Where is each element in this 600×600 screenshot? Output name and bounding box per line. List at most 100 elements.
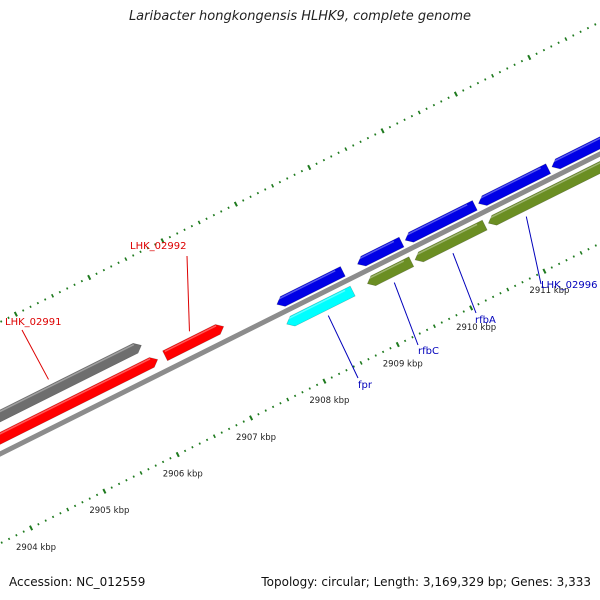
tick-mark bbox=[374, 133, 377, 136]
tick-mark bbox=[154, 243, 157, 246]
tick-mark bbox=[411, 335, 414, 339]
tick-mark bbox=[95, 493, 99, 497]
tick-mark bbox=[73, 504, 77, 508]
tick-mark bbox=[95, 272, 98, 276]
feature-label: rfbC bbox=[418, 346, 439, 357]
tick-mark bbox=[286, 177, 289, 180]
tick-mark bbox=[176, 232, 179, 235]
tick-mark bbox=[425, 328, 429, 332]
tick-mark bbox=[506, 287, 510, 292]
tick-mark bbox=[125, 478, 128, 482]
tick-mark bbox=[160, 238, 165, 244]
tick-mark bbox=[366, 136, 370, 140]
tick-mark bbox=[242, 199, 245, 202]
tick-mark bbox=[528, 277, 531, 280]
tick-mark bbox=[396, 122, 399, 125]
tick-mark bbox=[88, 497, 91, 500]
tick-mark bbox=[499, 291, 502, 295]
tick-label: 2906 kbp bbox=[163, 469, 203, 479]
tick-mark bbox=[520, 59, 524, 63]
tick-mark bbox=[249, 415, 254, 421]
tick-mark bbox=[110, 486, 113, 489]
tick-mark bbox=[301, 390, 304, 394]
tick-mark bbox=[233, 201, 238, 207]
tick-mark bbox=[81, 500, 84, 504]
tick-mark bbox=[227, 427, 231, 431]
tick-mark bbox=[455, 313, 458, 317]
tick-mark bbox=[36, 301, 40, 305]
tick-mark bbox=[102, 488, 107, 494]
tick-mark bbox=[66, 287, 69, 290]
tick-mark bbox=[352, 144, 355, 147]
tick-mark bbox=[389, 346, 392, 350]
tick-mark bbox=[13, 311, 18, 317]
tick-mark bbox=[579, 250, 583, 255]
leader-line bbox=[21, 329, 49, 380]
tick-mark bbox=[132, 475, 135, 478]
tick-label: 2910 kbp bbox=[456, 323, 496, 333]
leader-line bbox=[393, 282, 419, 346]
tick-mark bbox=[542, 48, 546, 52]
tick-mark bbox=[381, 350, 385, 354]
feature-label: LHK_02992 bbox=[130, 241, 186, 252]
features-layer bbox=[0, 136, 600, 445]
tick-mark bbox=[117, 482, 121, 486]
tick-mark bbox=[205, 438, 209, 442]
feature-highlight bbox=[487, 162, 600, 220]
tick-mark bbox=[469, 85, 472, 89]
tick-mark bbox=[367, 357, 370, 361]
feature-highlight bbox=[414, 223, 478, 257]
tick-mark bbox=[418, 332, 421, 335]
tick-mark bbox=[59, 511, 62, 515]
tick-mark bbox=[315, 162, 318, 166]
tick-mark bbox=[359, 140, 362, 144]
tick-mark bbox=[410, 114, 414, 118]
tick-mark bbox=[330, 376, 333, 379]
tick-mark bbox=[403, 118, 406, 122]
feature-highlight bbox=[477, 167, 541, 200]
tick-mark bbox=[345, 368, 348, 372]
tick-mark bbox=[506, 67, 509, 70]
tick-mark bbox=[161, 460, 165, 464]
tick-mark bbox=[51, 293, 55, 298]
feature-LHK_02992 bbox=[162, 324, 225, 362]
tick-mark bbox=[388, 125, 392, 129]
feature-LHK_02996 bbox=[478, 163, 552, 206]
leader-line bbox=[452, 253, 477, 314]
feature-rfbA bbox=[404, 200, 478, 243]
tick-mark bbox=[564, 37, 568, 42]
tick-mark bbox=[191, 445, 194, 449]
tick-label: 2908 kbp bbox=[309, 396, 349, 406]
tick-mark bbox=[462, 89, 465, 92]
tick-mark bbox=[264, 188, 267, 191]
tick-label: 2904 kbp bbox=[16, 543, 56, 553]
tick-mark bbox=[330, 155, 333, 158]
tick-mark bbox=[87, 274, 92, 281]
feature-highlight bbox=[164, 325, 217, 353]
tick-mark bbox=[484, 78, 487, 81]
tick-mark bbox=[587, 247, 590, 251]
tick-mark bbox=[51, 515, 55, 519]
tick-mark bbox=[535, 52, 538, 56]
feature-highlight bbox=[0, 343, 135, 413]
feature-rfbC bbox=[357, 236, 405, 267]
tick-mark bbox=[315, 383, 319, 387]
tick-mark bbox=[278, 180, 282, 184]
tick-mark bbox=[484, 299, 487, 302]
tick-mark bbox=[307, 164, 312, 171]
feature-label: LHK_02996 bbox=[541, 280, 597, 291]
backbone-layer bbox=[0, 151, 600, 457]
tick-mark bbox=[498, 70, 502, 74]
tick-mark bbox=[0, 541, 3, 544]
tick-mark bbox=[491, 295, 495, 299]
tick-mark bbox=[293, 394, 297, 398]
feature-f_olive_2 bbox=[414, 219, 488, 263]
tick-mark bbox=[168, 235, 172, 239]
tick-mark bbox=[102, 268, 106, 272]
feature-f_blue_end bbox=[551, 136, 600, 170]
tick-mark bbox=[550, 45, 553, 48]
map-title: Laribacter hongkongensis HLHK9, complete… bbox=[128, 9, 472, 24]
tick-mark bbox=[322, 378, 327, 384]
tick-mark bbox=[565, 258, 568, 262]
tick-mark bbox=[44, 298, 47, 301]
